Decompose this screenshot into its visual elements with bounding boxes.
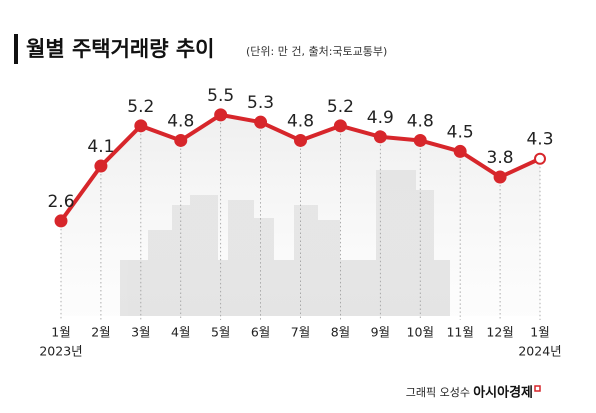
point — [373, 130, 387, 144]
brand-mark — [534, 385, 541, 392]
value-label: 4.9 — [367, 108, 394, 128]
chart-subtitle: (단위: 만 건, 출처:국토교통부) — [246, 45, 387, 58]
point — [294, 133, 307, 147]
x-tick-label: 6월 — [251, 325, 270, 340]
credit: 그래픽 오성수 — [406, 386, 470, 399]
point — [534, 152, 546, 165]
x-tick-label: 12월 — [486, 325, 513, 340]
year-label: 2023년 — [39, 344, 82, 359]
point — [333, 119, 347, 133]
x-tick-label: 11월 — [446, 325, 473, 340]
value-label: 5.2 — [127, 97, 154, 117]
brand: 아시아경제 — [473, 385, 533, 401]
point — [54, 214, 68, 228]
value-label: 4.5 — [447, 122, 474, 142]
x-tick-label: 1월 — [530, 325, 549, 340]
point — [214, 108, 228, 122]
title-bar — [14, 34, 18, 64]
x-tick-label: 7월 — [291, 325, 310, 340]
value-label: 4.3 — [526, 130, 553, 150]
value-label: 5.3 — [247, 93, 274, 113]
value-label: 4.8 — [167, 111, 194, 131]
value-label: 5.5 — [207, 86, 234, 106]
year-label: 2024년 — [518, 344, 561, 359]
value-label: 4.1 — [87, 137, 114, 157]
chart-title: 월별 주택거래량 추이 — [26, 37, 215, 61]
x-tick-label: 5월 — [211, 325, 230, 340]
x-tick-label: 4월 — [171, 325, 190, 340]
value-label: 3.8 — [487, 148, 514, 168]
x-tick-label: 9월 — [371, 325, 390, 340]
point — [174, 133, 188, 147]
value-label: 2.6 — [47, 192, 74, 212]
point — [453, 144, 467, 158]
point — [413, 133, 427, 147]
x-tick-label: 8월 — [331, 325, 350, 340]
point — [493, 170, 507, 184]
point — [94, 159, 108, 173]
point — [254, 115, 268, 129]
value-label: 4.8 — [287, 111, 314, 131]
value-label: 5.2 — [327, 97, 354, 117]
x-tick-label: 10월 — [407, 325, 434, 340]
value-label: 4.8 — [407, 111, 434, 131]
x-tick-label: 2월 — [91, 325, 110, 340]
x-tick-label: 1월 — [51, 325, 70, 340]
x-tick-label: 3월 — [131, 325, 150, 340]
point — [134, 119, 148, 133]
